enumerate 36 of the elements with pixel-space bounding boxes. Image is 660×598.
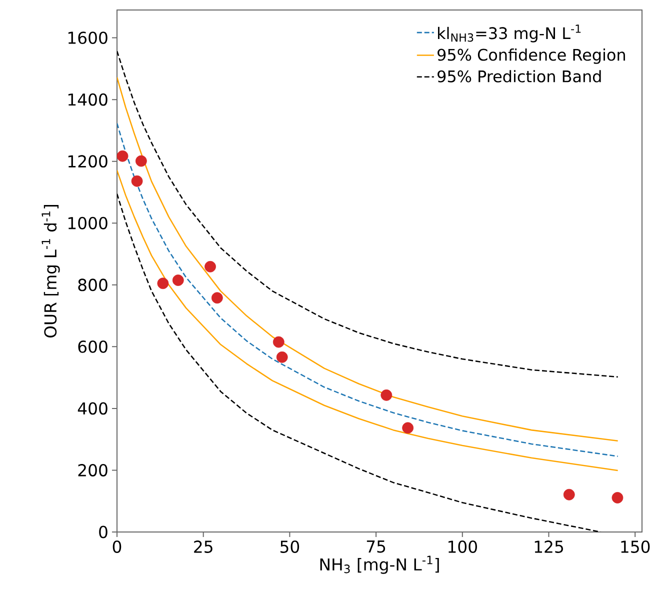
point [612, 492, 624, 504]
y-tick-label: 400 [78, 402, 108, 415]
y-tick-label: 1600 [68, 32, 108, 44]
point [204, 260, 216, 272]
point [380, 389, 392, 401]
y-axis-title: OUR [mg L$^{-1}$ d$^{-1}$] [42, 204, 60, 338]
point [135, 155, 147, 167]
point [116, 150, 128, 162]
y-tick-label: 1000 [68, 216, 108, 230]
x-tick-label: 100 [448, 540, 477, 553]
point [157, 278, 169, 290]
point [276, 351, 288, 363]
legend-label: 95% Confidence Region [438, 48, 625, 64]
x-tick-label: 50 [280, 540, 300, 553]
x-tick-label: 25 [194, 540, 212, 553]
point [172, 274, 184, 286]
legend-label: 95% Prediction Band [438, 70, 601, 82]
point [402, 422, 414, 434]
y-tick-label: 800 [78, 278, 108, 292]
y-tick-label: 1400 [68, 93, 108, 106]
x-tick-label: 75 [366, 540, 386, 553]
x-tick-label: 0 [112, 540, 122, 553]
point [272, 336, 284, 348]
y-tick-label: 1200 [68, 155, 108, 168]
point [211, 292, 223, 304]
point [131, 175, 143, 187]
legend-label: kl$_{NH3}$=33 mg-N L$^{-1}$ [438, 24, 581, 42]
y-tick-label: 600 [78, 340, 108, 353]
x-tick-label: 125 [534, 540, 563, 553]
line-series [117, 122, 618, 457]
x-axis-title: NH$_{3}$ [mg-N L$^{-1}$] [320, 556, 439, 574]
line-series [117, 170, 618, 472]
y-tick-label: 0 [99, 526, 108, 538]
y-tick-label: 200 [78, 464, 108, 476]
x-tick-label: 150 [621, 540, 650, 553]
point [563, 488, 575, 500]
